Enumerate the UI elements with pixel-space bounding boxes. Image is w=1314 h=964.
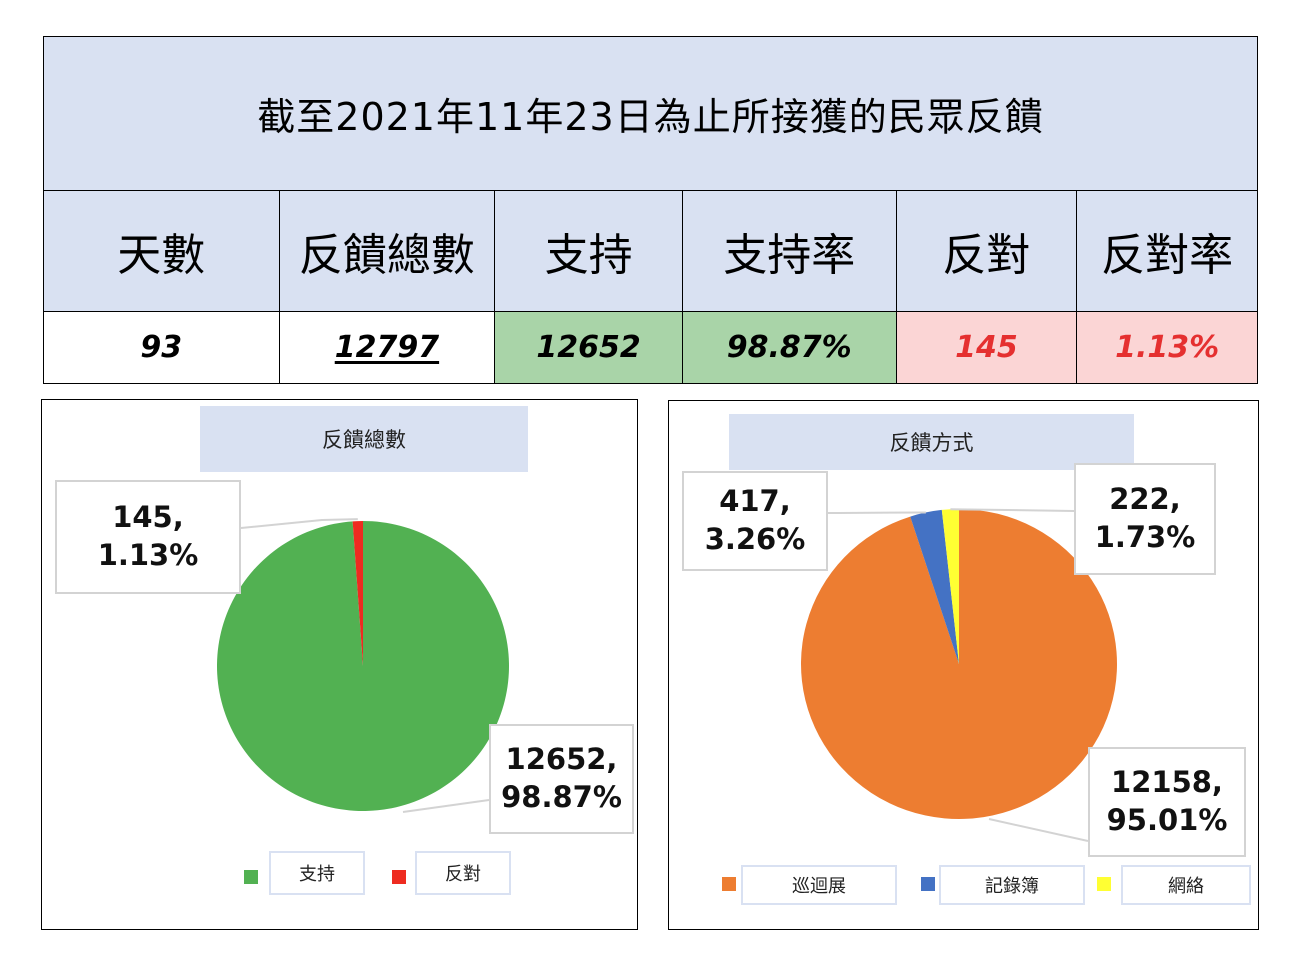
legend-item-oppose: 反對 [415,851,511,895]
data-label-oppose: 145, 1.13% [55,480,241,594]
leader-line-support [402,799,490,813]
value-total-feedback-text: 12797 [334,330,440,365]
data-label-support: 12652, 98.87% [489,724,634,834]
legend-item-support: 支持 [269,851,365,895]
header-oppose-rate: 反對率 [1077,191,1257,311]
feedback-total-pie [217,518,509,813]
data-label-online: 222, 1.73% [1074,463,1216,575]
header-oppose: 反對 [896,191,1078,311]
feedback-total-chart-panel: 反饋總數 145, 1.13% 12652, 98.87% 支持 反對 [41,399,638,930]
table-value-row: 93 12797 12652 98.87% 145 1.13% [44,312,1257,383]
table-header-row: 天數 反饋總數 支持 支持率 反對 反對率 [44,191,1257,312]
pie-slice-oppose [352,521,363,666]
value-oppose: 145 [896,312,1078,383]
legend-swatch-online [1097,877,1111,891]
leader-line-oppose [240,518,358,529]
value-days: 93 [44,312,280,383]
data-label-roving-exhibition: 12158, 95.01% [1088,747,1246,857]
legend-item-record-book: 記錄簿 [939,865,1085,905]
table-title: 截至2021年11年23日為止所接獲的民眾反饋 [44,37,1257,191]
value-support-rate: 98.87% [682,312,897,383]
legend-swatch-oppose [392,870,406,884]
leader-line-record-book [828,511,926,514]
legend-swatch-roving-exhibition [722,877,736,891]
header-total-feedback: 反饋總數 [279,191,496,311]
header-support: 支持 [495,191,683,311]
data-label-record-book: 417, 3.26% [682,471,828,571]
value-oppose-rate: 1.13% [1077,312,1257,383]
summary-table: 截至2021年11年23日為止所接獲的民眾反饋 天數 反饋總數 支持 支持率 反… [43,36,1258,384]
value-total-feedback: 12797 [279,312,496,383]
legend-swatch-support [244,870,258,884]
legend-swatch-record-book [921,877,935,891]
leader-line-online [950,508,1075,512]
value-support: 12652 [495,312,683,383]
leader-line-roving-exhibition [988,818,1089,842]
chart-title: 反饋總數 [200,406,528,472]
legend-item-online: 網絡 [1121,865,1251,905]
header-support-rate: 支持率 [682,191,897,311]
chart-title: 反饋方式 [729,414,1134,470]
legend-item-roving-exhibition: 巡迴展 [741,865,897,905]
pie-slice-online [941,509,959,664]
feedback-method-pie [801,508,1117,842]
feedback-method-chart-panel: 反饋方式 417, 3.26% 222, 1.73% 12158, 95.01%… [668,400,1259,930]
header-days: 天數 [44,191,280,311]
pie-slice-record-book [910,509,959,664]
